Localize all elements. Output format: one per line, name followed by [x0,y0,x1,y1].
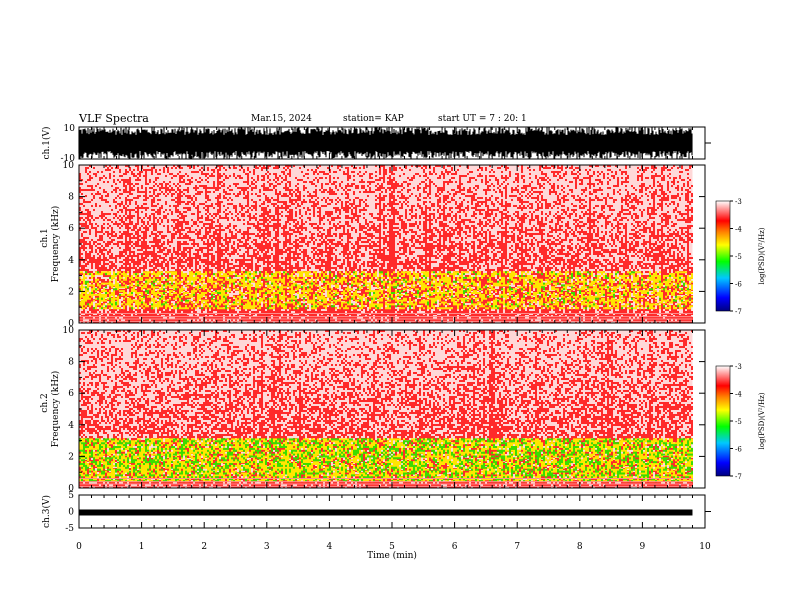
ch3-waveform-ylabel: ch.3(V) [41,495,52,528]
spectrogram-ytick-label: 2 [68,452,74,462]
colorbar-1 [715,200,731,312]
xtick-label: 3 [264,542,270,552]
xtick-label: 4 [327,542,333,552]
xtick-label: 0 [76,542,82,552]
ch3-ytick-label: 5 [68,491,74,501]
spectrogram-1-image [79,165,693,323]
spectrogram-ytick-label: 10 [63,326,75,336]
spectrogram-band-green [79,438,693,483]
colorbar-tick-label: -6 [735,446,742,454]
ch1-ytick-label: 10 [64,124,76,134]
figure-title: VLF Spectra [79,112,149,125]
colorbar-tick-label: -7 [735,308,742,316]
spectrogram-ytick-label: 10 [63,161,75,171]
colorbar-tick-label: -4 [735,226,742,234]
colorbar-tick-label: -6 [735,281,742,289]
xtick-label: 6 [452,542,458,552]
spectrogram-ytick-label: 2 [68,287,74,297]
colorbar-tick-label: -5 [735,253,742,261]
spectrogram-ytick-label: 4 [68,421,74,431]
spectrogram-ytick-label: 0 [68,484,74,494]
spectrogram-channel-label: ch.1 [40,228,50,247]
colorbar-tick-label: -3 [735,363,742,371]
ch3-ytick-label: -5 [65,524,74,534]
spectrogram-ytick-label: 6 [68,389,74,399]
spectrogram-ytick-label: 4 [68,256,74,266]
spectrogram-channel-label: ch.2 [40,393,50,412]
spectrogram-ylabel: Frequency (kHz) [50,206,61,283]
colorbar-label: log(PSD)(V²/Hz) [758,227,766,284]
date-label: Mar.15, 2024 [251,114,312,124]
xtick-label: 7 [514,542,520,552]
spectrogram-2-image [79,330,693,488]
xtick-label: 5 [389,542,395,552]
spectrogram-ylabel: Frequency (kHz) [50,371,61,448]
ch1-ytick-label: -10 [61,154,76,164]
spectrogram-ytick-label: 0 [68,319,74,329]
xtick-label: 8 [577,542,583,552]
spectrogram-band-yellow [79,271,693,310]
xtick-label: 2 [201,542,207,552]
colorbar-2 [715,365,731,477]
spectrogram-ytick-label: 8 [68,193,74,203]
spectrogram-ytick-label: 6 [68,224,74,234]
x-axis-label: Time (min) [367,550,417,561]
xtick-label: 9 [640,542,646,552]
spectrogram-ytick-label: 8 [68,358,74,368]
ch1-waveform-ylabel: ch.1(V) [41,127,52,160]
colorbar-tick-label: -7 [735,473,742,481]
colorbar-label: log(PSD)(V²/Hz) [758,392,766,449]
xtick-label: 10 [699,542,711,552]
colorbar-tick-label: -3 [735,198,742,206]
start-time-label: start UT = 7 : 20: 1 [438,114,527,124]
colorbar-tick-label: -5 [735,418,742,426]
xtick-label: 1 [139,542,145,552]
colorbar-tick-label: -4 [735,391,742,399]
station-label: station= KAP [343,114,404,124]
spectrogram-band-yellow [79,438,693,483]
ch3-waveform-trace [79,509,693,516]
ch3-ytick-label: 0 [68,508,74,518]
spectrogram-band-green [79,271,691,310]
ch1-waveform-trace [78,127,693,159]
